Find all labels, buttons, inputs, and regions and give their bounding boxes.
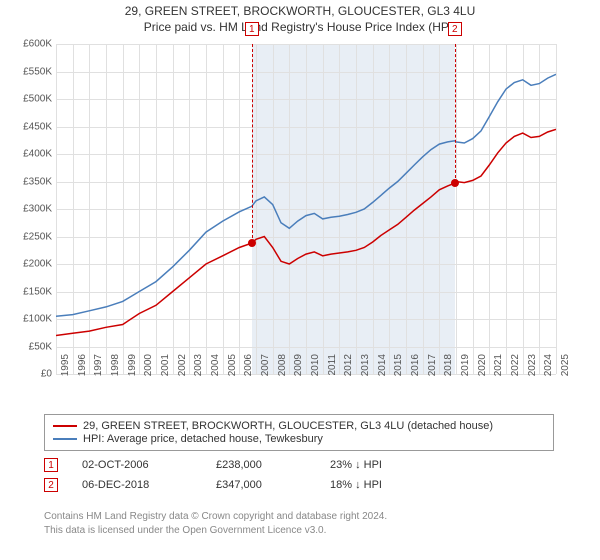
y-tick-label: £450K (8, 121, 52, 132)
y-tick-label: £0 (8, 369, 52, 380)
y-tick-label: £550K (8, 66, 52, 77)
x-tick-label: 2014 (377, 354, 388, 384)
y-tick-label: £500K (8, 94, 52, 105)
x-tick-label: 2004 (210, 354, 221, 384)
x-tick-label: 2019 (460, 354, 471, 384)
y-tick-label: £400K (8, 149, 52, 160)
x-tick-label: 2025 (560, 354, 571, 384)
y-tick-label: £600K (8, 39, 52, 50)
x-tick-label: 2010 (310, 354, 321, 384)
sales-row: 2 06-DEC-2018 £347,000 18% ↓ HPI (44, 478, 554, 492)
x-tick-label: 2001 (160, 354, 171, 384)
x-tick-label: 2023 (527, 354, 538, 384)
legend-swatch (53, 438, 77, 440)
marker-line (252, 44, 253, 243)
x-tick-label: 2013 (360, 354, 371, 384)
x-tick-label: 2000 (143, 354, 154, 384)
x-tick-label: 2009 (293, 354, 304, 384)
x-tick-label: 2003 (193, 354, 204, 384)
y-tick-label: £150K (8, 286, 52, 297)
legend-label: HPI: Average price, detached house, Tewk… (83, 433, 323, 445)
gridline-v (556, 44, 557, 374)
marker-box: 1 (245, 22, 259, 36)
x-tick-label: 1997 (93, 354, 104, 384)
legend-swatch (53, 425, 77, 427)
footer-line: This data is licensed under the Open Gov… (44, 524, 387, 538)
x-tick-label: 2016 (410, 354, 421, 384)
series-line-property (56, 129, 556, 335)
x-tick-label: 2005 (227, 354, 238, 384)
x-tick-label: 2002 (177, 354, 188, 384)
y-tick-label: £250K (8, 231, 52, 242)
chart-area: £0 £50K £100K £150K £200K £250K £300K £350K £400… (8, 44, 592, 400)
y-tick-label: £50K (8, 341, 52, 352)
marker-box: 2 (448, 22, 462, 36)
legend-row: 29, GREEN STREET, BROCKWORTH, GLOUCESTER… (53, 420, 545, 432)
x-tick-label: 2021 (493, 354, 504, 384)
sale-marker-icon: 1 (44, 458, 58, 472)
x-tick-label: 1995 (60, 354, 71, 384)
line-chart-svg (56, 44, 556, 374)
sale-date: 06-DEC-2018 (82, 479, 192, 491)
chart-subtitle: Price paid vs. HM Land Registry's House … (0, 20, 600, 34)
sales-row: 1 02-OCT-2006 £238,000 23% ↓ HPI (44, 458, 554, 472)
title-block: 29, GREEN STREET, BROCKWORTH, GLOUCESTER… (0, 0, 600, 34)
y-tick-label: £200K (8, 259, 52, 270)
x-tick-label: 2022 (510, 354, 521, 384)
sale-date: 02-OCT-2006 (82, 459, 192, 471)
x-tick-label: 2018 (443, 354, 454, 384)
x-tick-label: 2008 (277, 354, 288, 384)
x-tick-label: 1999 (127, 354, 138, 384)
x-tick-label: 1998 (110, 354, 121, 384)
sale-price: £347,000 (216, 479, 306, 491)
marker-dot (451, 179, 459, 187)
x-tick-label: 2017 (427, 354, 438, 384)
y-tick-label: £350K (8, 176, 52, 187)
plot-area: 12 (56, 44, 556, 374)
series-line-hpi (56, 74, 556, 316)
sales-table: 1 02-OCT-2006 £238,000 23% ↓ HPI 2 06-DE… (44, 458, 554, 498)
sale-diff: 18% ↓ HPI (330, 479, 430, 491)
x-tick-label: 2012 (343, 354, 354, 384)
x-tick-label: 2024 (543, 354, 554, 384)
marker-line (455, 44, 456, 183)
y-tick-label: £100K (8, 314, 52, 325)
sale-diff: 23% ↓ HPI (330, 459, 430, 471)
x-tick-label: 2020 (477, 354, 488, 384)
chart-title: 29, GREEN STREET, BROCKWORTH, GLOUCESTER… (0, 4, 600, 18)
legend-box: 29, GREEN STREET, BROCKWORTH, GLOUCESTER… (44, 414, 554, 451)
x-tick-label: 1996 (77, 354, 88, 384)
marker-dot (248, 239, 256, 247)
x-tick-label: 2006 (243, 354, 254, 384)
chart-container: 29, GREEN STREET, BROCKWORTH, GLOUCESTER… (0, 0, 600, 560)
legend-row: HPI: Average price, detached house, Tewk… (53, 433, 545, 445)
y-tick-label: £300K (8, 204, 52, 215)
x-tick-label: 2007 (260, 354, 271, 384)
sale-price: £238,000 (216, 459, 306, 471)
footer-line: Contains HM Land Registry data © Crown c… (44, 510, 387, 524)
sale-marker-icon: 2 (44, 478, 58, 492)
x-tick-label: 2011 (327, 354, 338, 384)
footer-attribution: Contains HM Land Registry data © Crown c… (44, 510, 387, 538)
legend-label: 29, GREEN STREET, BROCKWORTH, GLOUCESTER… (83, 420, 493, 432)
x-tick-label: 2015 (393, 354, 404, 384)
